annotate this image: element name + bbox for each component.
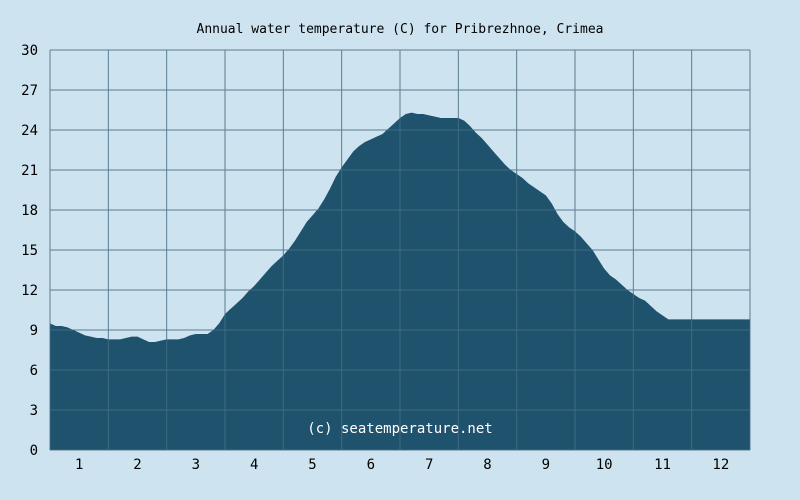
y-tick-label-18: 18 — [21, 203, 38, 219]
y-tick-label-24: 24 — [21, 123, 38, 139]
x-tick-label-2: 2 — [133, 457, 141, 473]
y-axis-ticks: 0 3 6 9 12 15 18 21 24 27 30 — [21, 43, 38, 459]
chart-title: Annual water temperature (C) for Pribrez… — [197, 22, 604, 37]
watermark-text: (c) seatemperature.net — [307, 421, 492, 437]
y-tick-label-27: 27 — [21, 83, 38, 99]
x-tick-label-12: 12 — [712, 457, 729, 473]
y-tick-label-12: 12 — [21, 283, 38, 299]
y-tick-label-9: 9 — [30, 323, 38, 339]
y-tick-label-0: 0 — [30, 443, 38, 459]
y-tick-label-30: 30 — [21, 43, 38, 59]
x-tick-label-11: 11 — [654, 457, 671, 473]
x-tick-label-8: 8 — [483, 457, 491, 473]
y-tick-label-3: 3 — [30, 403, 38, 419]
y-tick-label-6: 6 — [30, 363, 38, 379]
y-tick-label-15: 15 — [21, 243, 38, 259]
x-axis-ticks: 1 2 3 4 5 6 7 8 9 10 11 12 — [75, 457, 729, 473]
x-tick-label-10: 10 — [596, 457, 613, 473]
x-tick-label-7: 7 — [425, 457, 433, 473]
x-tick-label-9: 9 — [542, 457, 550, 473]
x-tick-label-3: 3 — [192, 457, 200, 473]
x-tick-label-5: 5 — [308, 457, 316, 473]
x-tick-label-1: 1 — [75, 457, 83, 473]
y-tick-label-21: 21 — [21, 163, 38, 179]
x-tick-label-4: 4 — [250, 457, 258, 473]
grid-lines-foreground — [50, 112, 750, 451]
x-tick-label-6: 6 — [367, 457, 375, 473]
